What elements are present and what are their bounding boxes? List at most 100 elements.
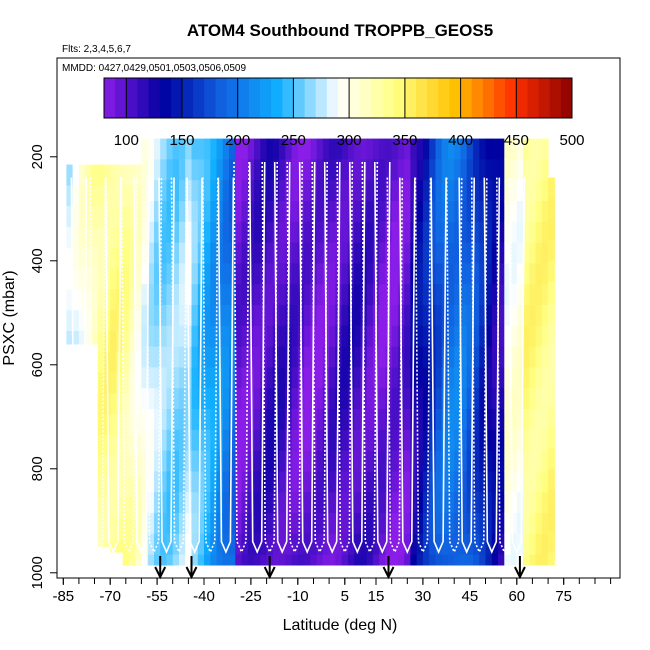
heat-cell bbox=[229, 409, 236, 431]
heat-cell bbox=[260, 159, 268, 181]
heat-cell bbox=[191, 221, 199, 244]
heat-cell bbox=[122, 435, 130, 457]
heat-cell bbox=[485, 201, 493, 223]
flight-profile bbox=[336, 161, 354, 555]
heat-cell bbox=[304, 346, 311, 368]
heat-cell bbox=[448, 138, 455, 160]
heat-cell bbox=[128, 559, 136, 566]
heat-cell bbox=[491, 388, 499, 410]
heat-cell bbox=[166, 325, 174, 348]
heat-cell bbox=[422, 284, 430, 306]
heat-cell bbox=[191, 367, 199, 389]
heat-cell bbox=[322, 492, 330, 514]
heat-cell bbox=[103, 185, 111, 207]
heat-cell bbox=[197, 450, 205, 472]
heat-cell bbox=[479, 429, 487, 452]
colorbar-tick-label: 100 bbox=[114, 132, 139, 149]
heat-cell bbox=[210, 159, 218, 181]
heat-cell bbox=[141, 159, 149, 181]
heat-cell bbox=[485, 388, 493, 410]
heat-cell bbox=[166, 201, 174, 223]
heat-cell bbox=[498, 554, 505, 566]
heat-cell bbox=[504, 201, 512, 223]
heat-cell bbox=[254, 221, 261, 244]
heat-cell bbox=[448, 159, 455, 181]
heat-cell bbox=[473, 429, 480, 452]
heat-cell bbox=[523, 325, 530, 348]
heat-cell bbox=[329, 471, 336, 493]
heat-cell bbox=[179, 471, 186, 493]
heat-cell bbox=[128, 455, 136, 478]
heat-cell bbox=[122, 206, 130, 228]
heat-cell bbox=[529, 263, 537, 285]
arrow-head bbox=[185, 566, 198, 580]
heat-cell bbox=[354, 492, 361, 514]
heat-cell bbox=[523, 180, 530, 202]
heat-cell bbox=[460, 201, 468, 223]
heat-cell bbox=[97, 331, 105, 353]
heat-cell bbox=[229, 388, 236, 410]
heat-cell bbox=[272, 138, 280, 160]
heat-cell bbox=[147, 263, 155, 285]
heat-cell bbox=[147, 305, 155, 327]
heat-cell bbox=[504, 159, 512, 181]
heat-cell bbox=[304, 242, 311, 264]
heat-cell bbox=[341, 346, 349, 368]
heat-cell bbox=[448, 325, 455, 348]
heat-cell bbox=[473, 388, 480, 410]
heat-cell bbox=[254, 533, 261, 556]
heat-cell bbox=[498, 471, 505, 493]
heat-cell bbox=[529, 554, 537, 566]
heat-cell bbox=[154, 242, 161, 264]
heat-cell bbox=[85, 164, 92, 186]
flight-profile bbox=[470, 177, 488, 554]
heat-cell bbox=[448, 346, 455, 368]
heat-cell bbox=[548, 510, 555, 532]
heat-cell bbox=[510, 305, 518, 327]
heat-cell bbox=[516, 138, 524, 160]
heat-cell bbox=[235, 263, 243, 285]
heat-cell bbox=[291, 305, 299, 327]
heat-cell bbox=[304, 221, 311, 244]
colorbar-tick-label: 150 bbox=[169, 132, 194, 149]
heat-cell bbox=[128, 393, 136, 415]
heat-cell bbox=[504, 180, 512, 202]
heat-cell bbox=[329, 450, 336, 472]
heat-cell bbox=[479, 388, 487, 410]
heat-cell bbox=[366, 284, 374, 306]
heat-cell bbox=[235, 325, 243, 348]
heat-cell bbox=[260, 513, 268, 535]
heat-cell bbox=[210, 346, 218, 368]
heat-cell bbox=[185, 513, 192, 535]
heat-cell bbox=[128, 351, 136, 374]
heat-cell bbox=[548, 344, 555, 366]
heat-cell bbox=[404, 325, 411, 348]
heat-cell bbox=[204, 409, 211, 431]
heat-cell bbox=[441, 513, 449, 535]
heat-cell bbox=[479, 409, 487, 431]
heat-cell bbox=[279, 533, 286, 556]
heat-cell bbox=[485, 263, 493, 285]
heat-cell bbox=[541, 221, 549, 244]
heat-cell bbox=[279, 325, 286, 348]
heat-cell bbox=[385, 513, 393, 535]
colorbar-cell bbox=[471, 78, 484, 118]
heat-cell bbox=[197, 388, 205, 410]
heat-cell bbox=[72, 185, 80, 207]
heat-cell bbox=[241, 305, 249, 327]
colorbar-cell bbox=[326, 78, 339, 118]
flight-profile bbox=[445, 177, 463, 555]
heat-cell bbox=[498, 409, 505, 431]
heat-cell bbox=[473, 138, 480, 160]
heat-cell bbox=[548, 198, 555, 220]
heat-cell bbox=[254, 159, 261, 181]
heat-cell bbox=[247, 180, 255, 202]
heat-cell bbox=[160, 180, 167, 202]
heat-cell bbox=[529, 242, 537, 264]
heat-cell bbox=[523, 450, 530, 472]
colorbar-cell bbox=[482, 78, 495, 118]
heat-cell bbox=[316, 263, 324, 285]
heat-cell bbox=[498, 201, 505, 223]
heat-cell bbox=[110, 310, 117, 332]
heat-cell bbox=[391, 263, 399, 285]
